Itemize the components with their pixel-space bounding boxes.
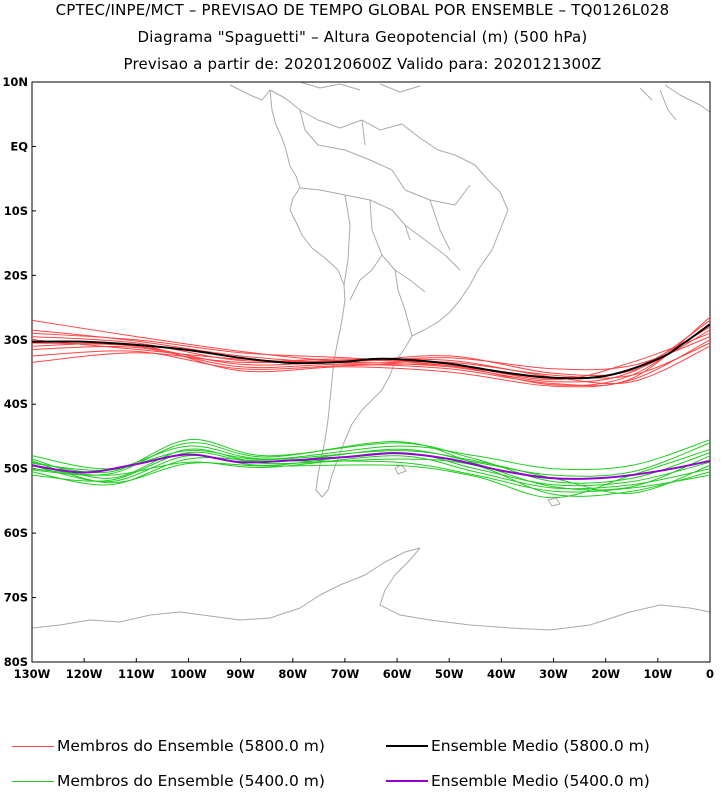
contour-lines <box>31 316 711 499</box>
title-line-1: CPTEC/INPE/MCT – PREVISAO DE TEMPO GLOBA… <box>55 1 670 19</box>
ensemble-member-line <box>31 452 711 487</box>
y-tick-label: 40S <box>4 397 28 411</box>
x-tick-label: 130W <box>14 667 51 681</box>
y-tick-label: 60S <box>4 526 28 540</box>
legend-swatch-purple <box>386 780 428 782</box>
y-tick-label: 50S <box>4 462 28 476</box>
title-line-2: Diagrama "Spaguetti" – Altura Geopotenci… <box>137 28 588 46</box>
x-tick-label: 60W <box>383 667 412 681</box>
x-tick-label: 120W <box>66 667 103 681</box>
legend-swatch-green <box>12 780 54 782</box>
x-tick-label: 40W <box>487 667 516 681</box>
map-frame <box>31 81 711 663</box>
legend-item-mean-5800: Ensemble Medio (5800.0 m) <box>386 736 650 756</box>
south-georgia <box>547 497 561 507</box>
legend-label: Ensemble Medio (5400.0 m) <box>431 772 650 790</box>
legend-label: Ensemble Medio (5800.0 m) <box>431 737 650 755</box>
x-tick-label: 70W <box>331 667 360 681</box>
antarctica-coastline <box>31 547 711 631</box>
country-borders <box>299 109 471 337</box>
ensemble-member-line <box>31 438 711 484</box>
legend-item-members-5800: Membros do Ensemble (5800.0 m) <box>12 736 325 756</box>
y-tick-label: 10N <box>2 75 28 89</box>
ensemble-mean-line <box>31 452 711 480</box>
x-tick-label: 10W <box>643 667 672 681</box>
ensemble-member-line <box>31 451 711 497</box>
x-tick-label: 50W <box>435 667 464 681</box>
y-tick-label: 80S <box>4 655 28 669</box>
geography-layer <box>31 81 711 631</box>
ensemble-member-line <box>31 332 711 381</box>
legend-item-members-5400: Membros do Ensemble (5400.0 m) <box>12 771 325 791</box>
ensemble-mean-line <box>31 323 711 380</box>
y-tick-label: 10S <box>4 204 28 218</box>
x-tick-label: 0 <box>706 667 714 681</box>
y-tick-label: 20S <box>4 268 28 282</box>
title-line-3: Previsao a partir de: 2020120600Z Valido… <box>123 55 602 73</box>
x-tick-label: 20W <box>591 667 620 681</box>
central-america-coastline <box>229 81 421 101</box>
x-tick-label: 100W <box>170 667 207 681</box>
ensemble-member-line <box>31 441 711 491</box>
africa-coastline <box>639 84 711 121</box>
legend-label: Membros do Ensemble (5800.0 m) <box>57 737 325 755</box>
ensemble-member-line <box>31 329 711 379</box>
y-tick-label: EQ <box>10 139 28 153</box>
ensemble-member-line <box>31 323 711 386</box>
x-tick-label: 90W <box>226 667 255 681</box>
x-tick-label: 80W <box>278 667 307 681</box>
ensemble-member-line <box>31 319 711 383</box>
x-tick-label: 110W <box>118 667 155 681</box>
south-america-coastline <box>269 89 509 498</box>
legend-item-mean-5400: Ensemble Medio (5400.0 m) <box>386 771 650 791</box>
legend-label: Membros do Ensemble (5400.0 m) <box>57 772 325 790</box>
legend-swatch-red <box>12 745 54 747</box>
legend-swatch-black <box>386 745 428 747</box>
y-tick-label: 70S <box>4 591 28 605</box>
x-tick-label: 30W <box>539 667 568 681</box>
falkland-islands <box>394 464 407 475</box>
ensemble-member-line <box>31 448 711 499</box>
y-tick-label: 30S <box>4 333 28 347</box>
